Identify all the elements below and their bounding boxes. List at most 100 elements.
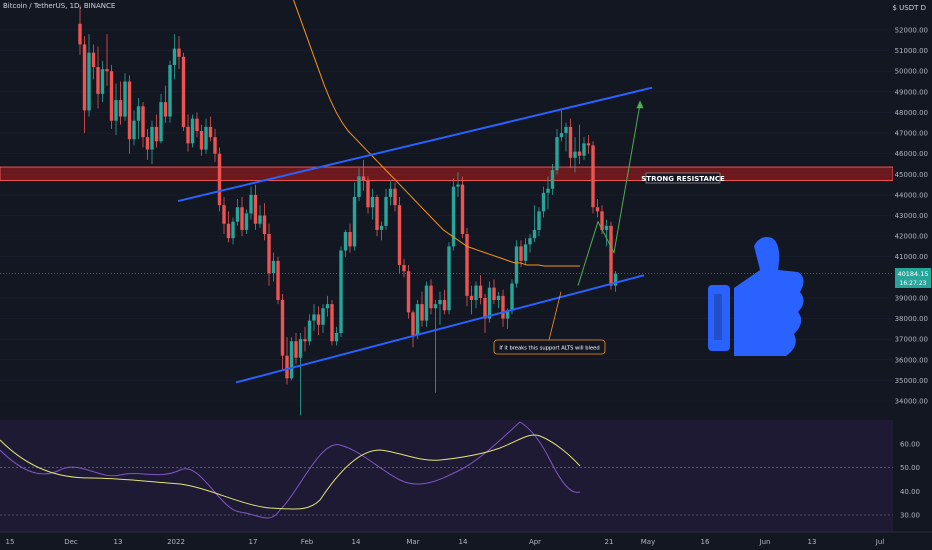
last-price-value: 40184.15 bbox=[897, 270, 928, 278]
candle-body bbox=[406, 271, 411, 313]
candle-body bbox=[402, 264, 406, 272]
candles bbox=[78, 5, 618, 416]
price-tick: 50000.00 bbox=[895, 68, 928, 76]
candle-body bbox=[280, 300, 285, 356]
candle-body bbox=[253, 194, 258, 224]
candle-body bbox=[231, 221, 235, 239]
candle-body bbox=[519, 246, 523, 261]
candle-body bbox=[532, 229, 537, 239]
candle-body bbox=[397, 205, 402, 265]
time-tick: Feb bbox=[301, 538, 314, 546]
bar-countdown: 16:27:23 bbox=[900, 280, 927, 287]
moving-average-line bbox=[293, 0, 580, 267]
candle-body bbox=[537, 211, 541, 230]
candle-body bbox=[600, 211, 604, 230]
candle-body bbox=[370, 196, 375, 208]
channel-upper-line[interactable] bbox=[177, 86, 653, 203]
candle-body bbox=[186, 126, 190, 144]
candle-body bbox=[222, 205, 226, 224]
rsi-tick: 30.00 bbox=[900, 512, 920, 520]
candle-body bbox=[591, 145, 595, 208]
candle-body bbox=[226, 223, 231, 239]
price-axis-bg bbox=[893, 0, 932, 532]
candle-body bbox=[316, 314, 321, 325]
candle-body bbox=[375, 196, 379, 230]
time-tick: 16 bbox=[701, 538, 710, 546]
candle-body bbox=[123, 81, 127, 117]
projection-arrow[interactable] bbox=[577, 104, 641, 286]
candle-body bbox=[577, 151, 582, 156]
price-tick: 52000.00 bbox=[895, 27, 928, 35]
candle-body bbox=[150, 126, 154, 150]
candle-body bbox=[339, 250, 343, 333]
candle-body bbox=[240, 207, 244, 230]
price-tick: 46000.00 bbox=[895, 150, 928, 158]
candle-body bbox=[465, 234, 469, 296]
candle-body bbox=[415, 304, 420, 336]
price-tick: 36000.00 bbox=[895, 356, 928, 364]
candle-body bbox=[609, 225, 613, 286]
candle-body bbox=[235, 207, 240, 222]
candle-body bbox=[474, 285, 478, 301]
time-axis[interactable]: 15 Dec 13 2022 17 Feb 14 Mar 14 Apr 21 May 16 Jun 13 Ju… bbox=[6, 538, 885, 546]
symbol-header[interactable]: Bitcoin / TetherUS, 1D, BINANCE bbox=[3, 2, 116, 10]
candle-body bbox=[510, 283, 514, 311]
time-tick: Jun bbox=[759, 538, 771, 546]
candle-body bbox=[424, 285, 429, 321]
candle-body bbox=[145, 137, 150, 150]
channel-lower-line[interactable] bbox=[235, 274, 645, 384]
candle-body bbox=[141, 106, 145, 138]
candle-body bbox=[451, 186, 456, 247]
candle-body bbox=[181, 56, 186, 127]
price-tick: 41000.00 bbox=[895, 253, 928, 261]
candle-body bbox=[258, 215, 262, 224]
candle-body bbox=[204, 126, 208, 150]
candle-body bbox=[384, 196, 388, 226]
price-axis[interactable]: 52000.00 51000.00 50000.00 49000.00 48000.00… bbox=[895, 27, 928, 406]
price-tick: 39000.00 bbox=[895, 294, 928, 302]
candle-body bbox=[613, 273, 618, 286]
rsi-ma-line bbox=[0, 434, 581, 510]
candle-body bbox=[91, 52, 96, 68]
candle-body bbox=[595, 207, 600, 212]
price-tick: 42000.00 bbox=[895, 233, 928, 241]
candle-body bbox=[357, 176, 361, 197]
time-tick: Mar bbox=[406, 538, 419, 546]
price-tick: 44000.00 bbox=[895, 191, 928, 199]
price-tick: 49000.00 bbox=[895, 88, 928, 96]
candle-body bbox=[172, 48, 177, 66]
candle-body bbox=[496, 295, 501, 301]
currency-label[interactable]: $ USDT D bbox=[892, 4, 926, 12]
time-tick: 13 bbox=[808, 538, 817, 546]
candle-body bbox=[271, 260, 276, 274]
resistance-zone[interactable] bbox=[0, 166, 894, 181]
candle-body bbox=[411, 312, 415, 336]
candle-body bbox=[438, 300, 442, 305]
candle-body bbox=[564, 126, 568, 134]
time-tick: 2022 bbox=[167, 538, 185, 546]
rsi-axis[interactable]: 60.00 50.00 40.00 30.00 bbox=[900, 441, 920, 520]
candle-body bbox=[217, 153, 222, 206]
candle-body bbox=[159, 102, 163, 142]
price-tick: 48000.00 bbox=[895, 109, 928, 117]
candle-body bbox=[325, 304, 330, 309]
candle-body bbox=[352, 196, 357, 247]
candle-body bbox=[168, 65, 172, 117]
candle-body bbox=[447, 246, 451, 311]
time-tick: 17 bbox=[249, 538, 258, 546]
candle-body bbox=[127, 81, 132, 140]
time-tick: 15 bbox=[6, 538, 15, 546]
candle-body bbox=[114, 100, 118, 121]
candle-body bbox=[195, 118, 199, 131]
candle-body bbox=[348, 231, 352, 247]
candle-body bbox=[573, 151, 577, 158]
candle-body bbox=[393, 188, 397, 206]
candle-body bbox=[298, 339, 303, 358]
candle-body bbox=[456, 184, 460, 187]
price-tick: 45000.00 bbox=[895, 171, 928, 179]
last-price-badge bbox=[895, 268, 931, 288]
candle-body bbox=[82, 44, 87, 111]
rsi-panel bbox=[0, 421, 893, 519]
candle-body bbox=[550, 170, 555, 189]
